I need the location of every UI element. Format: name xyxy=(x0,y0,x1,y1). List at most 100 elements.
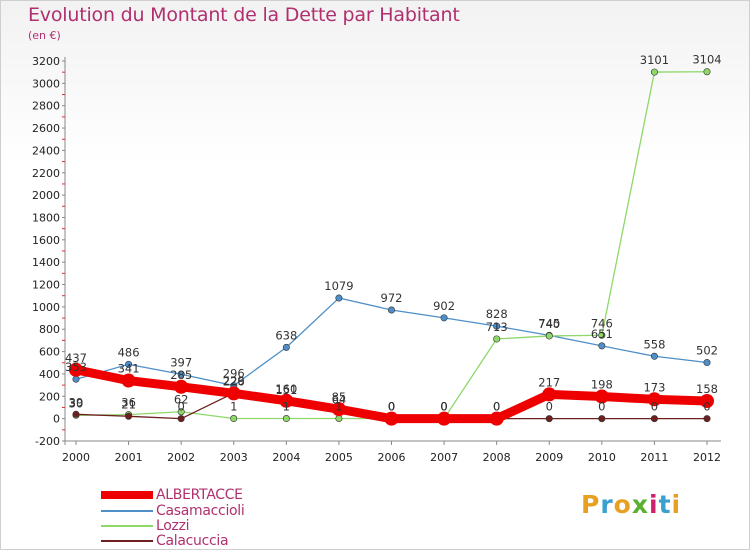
data-label-casamaccioli: 296 xyxy=(223,367,245,381)
data-point-calacuccia xyxy=(125,412,133,420)
x-tick-label: 2000 xyxy=(62,451,90,464)
data-label-casamaccioli: 972 xyxy=(381,291,403,305)
data-point-albertacce xyxy=(700,393,714,408)
data-point-albertacce xyxy=(121,373,136,388)
data-label-calacuccia: 0 xyxy=(546,400,553,414)
x-tick-label: 2011 xyxy=(640,451,668,464)
data-point-casamaccioli xyxy=(650,352,658,360)
data-point-calacuccia xyxy=(545,415,553,423)
data-point-casamaccioli xyxy=(72,375,80,383)
data-point-casamaccioli xyxy=(125,360,133,368)
legend-label: Lozzi xyxy=(156,518,190,534)
data-point-lozzi xyxy=(650,68,658,76)
data-label-lozzi: 30 xyxy=(69,396,84,410)
data-label-casamaccioli: 353 xyxy=(65,360,87,374)
data-label-calacuccia: 0 xyxy=(493,400,500,414)
data-label-casamaccioli: 902 xyxy=(433,299,455,313)
y-tick-label: 0 xyxy=(53,413,60,426)
data-label-albertacce: 158 xyxy=(696,382,718,396)
y-tick-label: 2600 xyxy=(32,122,60,135)
data-label-lozzi: 3104 xyxy=(692,53,721,67)
logo-letter: i xyxy=(671,490,682,519)
data-label-lozzi: 746 xyxy=(591,316,613,330)
logo-letter: r xyxy=(600,490,614,519)
data-label-lozzi: 36 xyxy=(121,396,136,410)
data-label-albertacce: 0 xyxy=(388,400,395,414)
data-label-lozzi: 713 xyxy=(486,320,508,334)
data-point-lozzi xyxy=(177,408,185,416)
x-tick-label: 2012 xyxy=(693,451,721,464)
data-point-albertacce xyxy=(542,387,557,402)
y-tick-label: 2800 xyxy=(32,100,60,113)
data-label-calacuccia: 0 xyxy=(440,400,447,414)
data-label-calacuccia: 0 xyxy=(178,400,185,414)
data-label-calacuccia: 0 xyxy=(703,400,710,414)
data-point-albertacce xyxy=(226,386,241,401)
data-label-lozzi: 740 xyxy=(538,317,560,331)
data-label-casamaccioli: 745 xyxy=(538,316,560,330)
legend-label: Casamaccioli xyxy=(156,503,245,519)
data-point-casamaccioli xyxy=(493,322,501,330)
y-tick-label: 800 xyxy=(39,323,60,336)
data-point-albertacce xyxy=(647,392,662,407)
data-label-casamaccioli: 1079 xyxy=(324,279,353,293)
data-label-casamaccioli: 397 xyxy=(170,355,192,369)
data-point-lozzi xyxy=(282,415,290,423)
y-tick-label: 2000 xyxy=(32,189,60,202)
y-tick-label: 1400 xyxy=(32,256,60,269)
data-label-albertacce: 0 xyxy=(440,400,447,414)
x-tick-label: 2006 xyxy=(378,451,406,464)
data-label-calacuccia: 21 xyxy=(121,397,136,411)
logo-letter: o xyxy=(613,490,632,519)
y-tick-label: 1000 xyxy=(32,301,60,314)
data-label-albertacce: 217 xyxy=(538,375,560,389)
data-point-calacuccia xyxy=(177,415,185,423)
data-label-albertacce: 341 xyxy=(118,362,140,376)
data-label-calacuccia: 151 xyxy=(275,383,297,397)
data-label-calacuccia: 64 xyxy=(332,392,347,406)
data-point-albertacce xyxy=(174,379,189,394)
data-point-albertacce xyxy=(437,411,452,426)
data-label-lozzi: 1 xyxy=(283,400,290,414)
legend-label: ALBERTACCE xyxy=(156,487,243,503)
data-label-casamaccioli: 486 xyxy=(118,345,140,359)
data-point-casamaccioli xyxy=(440,314,448,322)
x-tick-label: 2005 xyxy=(325,451,353,464)
y-tick-label: -200 xyxy=(35,435,60,448)
proxiti-logo: Proxiti xyxy=(581,490,681,519)
chart-title: Evolution du Montant de la Dette par Hab… xyxy=(28,4,460,26)
data-point-albertacce xyxy=(594,389,609,404)
data-point-albertacce xyxy=(331,402,346,417)
data-label-lozzi: 0 xyxy=(388,400,395,414)
legend-swatch-calacuccia xyxy=(101,540,153,542)
data-point-casamaccioli xyxy=(282,343,290,351)
data-label-calacuccia: 0 xyxy=(388,400,395,414)
data-label-casamaccioli: 558 xyxy=(643,337,665,351)
data-label-calacuccia: 39 xyxy=(69,395,84,409)
data-point-casamaccioli xyxy=(703,359,711,367)
data-label-albertacce: 226 xyxy=(223,374,245,388)
data-point-casamaccioli xyxy=(387,306,395,314)
chart-subtitle: (en €) xyxy=(28,29,61,42)
logo-letter: i xyxy=(649,490,659,519)
x-tick-label: 2001 xyxy=(115,451,143,464)
legend-swatch-casamaccioli xyxy=(101,510,153,512)
data-label-lozzi: 3101 xyxy=(640,53,669,67)
data-point-calacuccia xyxy=(650,415,658,423)
data-point-casamaccioli xyxy=(598,342,606,350)
y-tick-label: 3200 xyxy=(32,55,60,68)
data-point-calacuccia xyxy=(72,410,80,418)
data-label-albertacce: 173 xyxy=(643,380,665,394)
data-label-casamaccioli: 638 xyxy=(275,328,297,342)
data-point-albertacce xyxy=(384,411,399,426)
y-tick-label: 600 xyxy=(39,346,60,359)
legend-swatch-albertacce xyxy=(101,491,153,499)
data-point-calacuccia xyxy=(598,415,606,423)
y-tick-label: 2200 xyxy=(32,167,60,180)
y-tick-label: 400 xyxy=(39,368,60,381)
data-label-calacuccia: 0 xyxy=(651,400,658,414)
data-point-casamaccioli xyxy=(335,294,343,302)
data-label-casamaccioli: 502 xyxy=(696,344,718,358)
x-tick-label: 2003 xyxy=(220,451,248,464)
data-label-casamaccioli: 651 xyxy=(591,327,613,341)
